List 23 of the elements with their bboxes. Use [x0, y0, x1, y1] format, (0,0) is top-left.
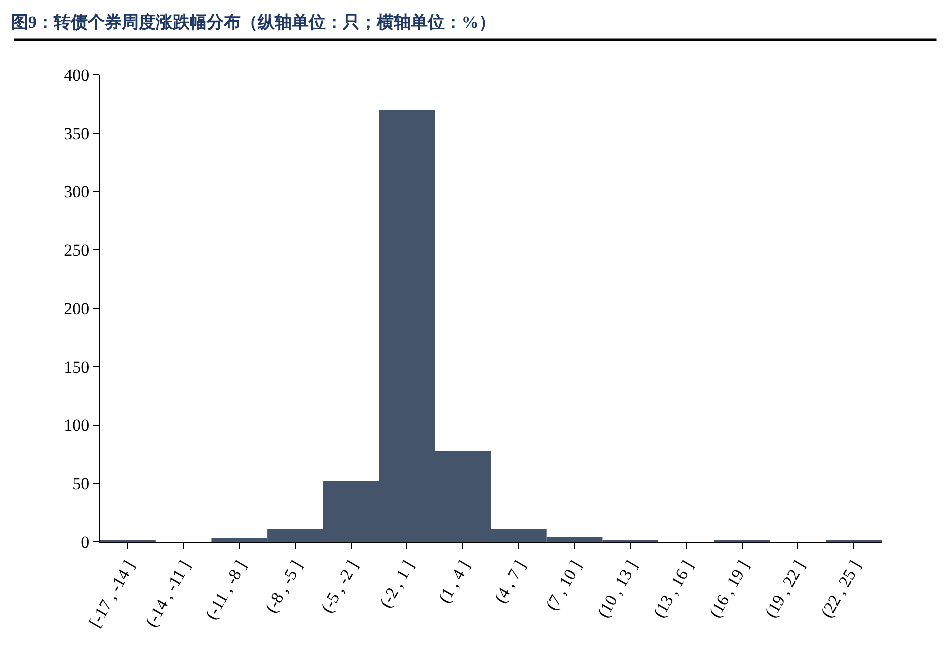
x-tick-label: (1 , 4 ]: [434, 558, 474, 606]
x-tick-label: (-5 , -2 ]: [317, 558, 362, 616]
x-tick-label: (-2 , 1 ]: [376, 558, 418, 612]
x-tick-label: (16 , 19 ]: [706, 558, 754, 622]
x-tick-label: (13 , 16 ]: [650, 558, 698, 622]
x-tick-label: (4 , 7 ]: [490, 558, 530, 606]
x-tick-label: (19 , 22 ]: [761, 558, 810, 622]
y-tick-label: 400: [64, 66, 90, 85]
y-tick-label: 350: [64, 124, 90, 144]
x-tick-label: (-14 , -11 ]: [142, 558, 195, 630]
y-tick-label: 250: [64, 241, 90, 260]
x-tick-label: (-8 , -5 ]: [262, 558, 306, 616]
x-tick-label: (-11 , -8 ]: [202, 558, 250, 624]
y-tick-label: 50: [72, 474, 90, 494]
y-tick-label: 300: [64, 182, 90, 202]
y-tick-label: 150: [64, 358, 90, 377]
x-tick-label: (10 , 13 ]: [594, 558, 642, 622]
x-tick-label: (22 , 25 ]: [817, 558, 865, 622]
y-tick-label: 200: [64, 299, 90, 318]
y-tick-label: 0: [81, 532, 90, 552]
x-tick-label: (7 , 10 ]: [542, 558, 586, 614]
y-tick-label: 100: [64, 416, 90, 436]
chart-title: 图9：转债个券周度涨跌幅分布（纵轴单位：只；横轴单位：%）: [11, 13, 496, 32]
